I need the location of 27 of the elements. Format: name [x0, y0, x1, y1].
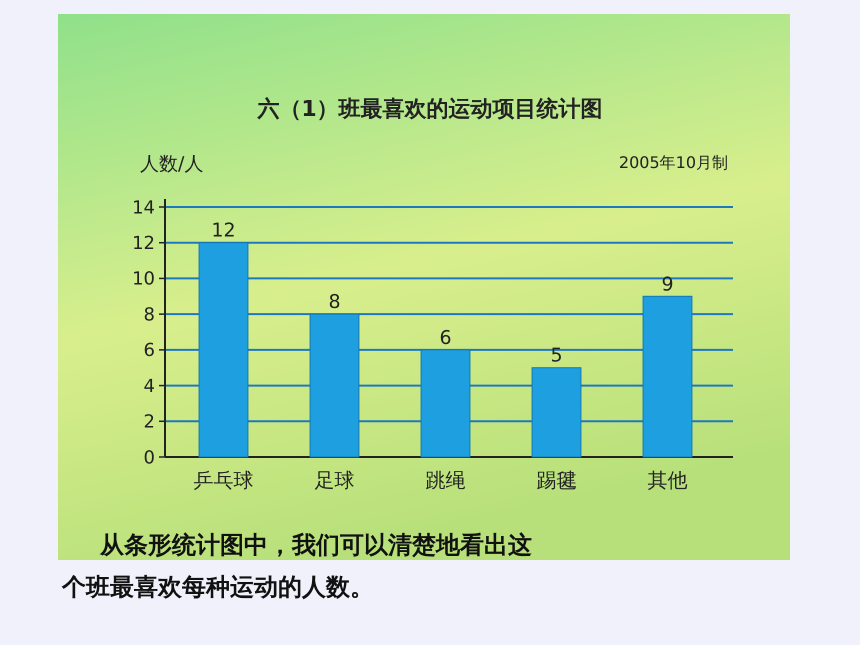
y-tick-label: 4: [144, 376, 155, 397]
bar: [310, 314, 360, 458]
bar: [642, 296, 692, 458]
y-tick-label: 6: [144, 340, 155, 362]
data-label: 6: [439, 326, 452, 349]
y-tick-label: 14: [132, 197, 155, 218]
text: 从条形统计图中，我们可以清楚地看出这个班最喜欢每种运动的人数。: [61, 531, 532, 601]
y-tick-label: 8: [144, 304, 155, 326]
y-tick-label: 12: [132, 233, 155, 254]
x-tick-label: 足球: [314, 468, 354, 492]
x-tick-label: 踢毽: [536, 468, 576, 492]
bar: [420, 349, 470, 458]
data-label: 5: [550, 344, 563, 367]
data-label: 9: [661, 273, 674, 296]
text: 2005年10月制: [618, 153, 728, 172]
x-tick-label: 其他: [648, 468, 688, 492]
chart-title: 六（1）班最喜欢的运动项目统计图: [256, 96, 603, 122]
y-tick-label: 0: [144, 447, 155, 468]
x-tick-label: 跳绳: [426, 468, 466, 492]
data-label: 12: [211, 220, 236, 242]
y-tick-label: 10: [132, 268, 155, 290]
x-tick-label: 乒乓球: [194, 468, 254, 492]
y-axis-title: 人数/人: [140, 153, 204, 175]
bar: [532, 367, 582, 458]
data-label: 8: [328, 291, 341, 314]
y-tick-label: 2: [144, 412, 155, 433]
bar: [198, 242, 248, 458]
